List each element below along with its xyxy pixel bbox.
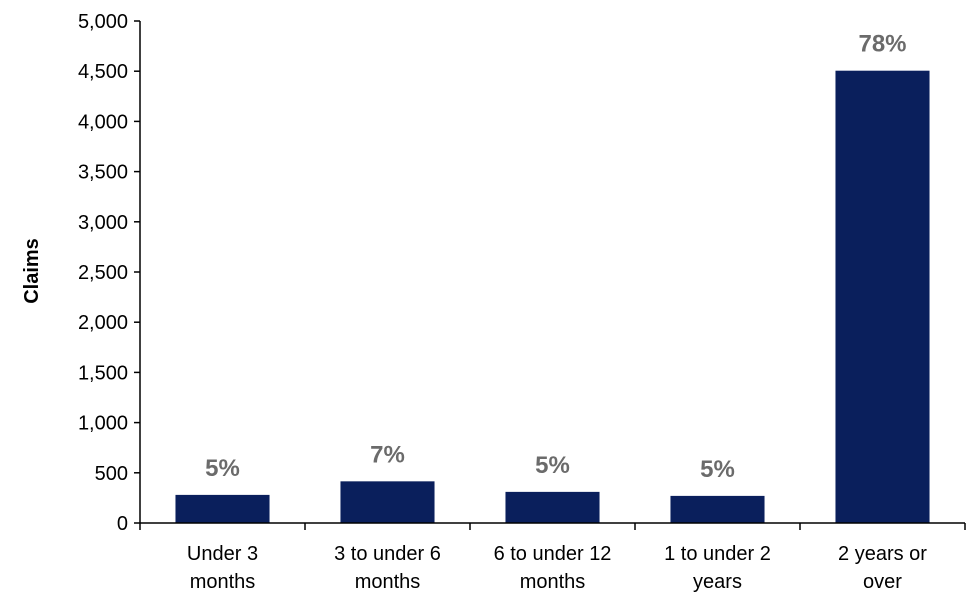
bar [835,70,930,523]
y-tick-label: 4,500 [78,61,128,83]
y-tick-label: 5,000 [78,11,128,33]
bar [505,491,600,523]
bar-data-label: 5% [205,455,240,482]
y-axis: 0 500 1,000 1,500 2,000 2,500 3,000 3,500 4,000 4… [78,11,141,535]
x-category-label: 6 to under 12 months [494,543,612,592]
y-tick-label: 3,000 [78,212,128,234]
x-category-label: 3 to under 6 months [334,543,441,592]
y-tick-label: 3,500 [78,162,128,184]
x-category-label: 1 to under 2 years [664,543,771,592]
bar [340,481,435,523]
y-tick-label: 2,500 [78,262,128,284]
y-tick-label: 4,000 [78,111,128,133]
bar-data-label: 7% [370,441,405,468]
bar [670,495,765,523]
bar-data-label: 5% [700,456,735,483]
x-category-label: 2 years or over [838,543,927,592]
bar-data-label: 5% [535,452,570,479]
y-axis-title: Claims [21,238,43,304]
y-tick-label: 0 [117,513,128,535]
bars-group: 5% 7% 5% 5% 78% [175,31,930,523]
x-category-label: Under 3 months [187,543,258,592]
x-axis: Under 3 months 3 to under 6 months 6 to unde… [139,522,966,592]
bar-data-label: 78% [858,31,906,58]
y-tick-label: 500 [95,463,128,485]
y-tick-label: 1,500 [78,362,128,384]
y-tick-label: 1,000 [78,413,128,435]
y-tick-label: 2,000 [78,312,128,334]
bar [175,494,270,523]
